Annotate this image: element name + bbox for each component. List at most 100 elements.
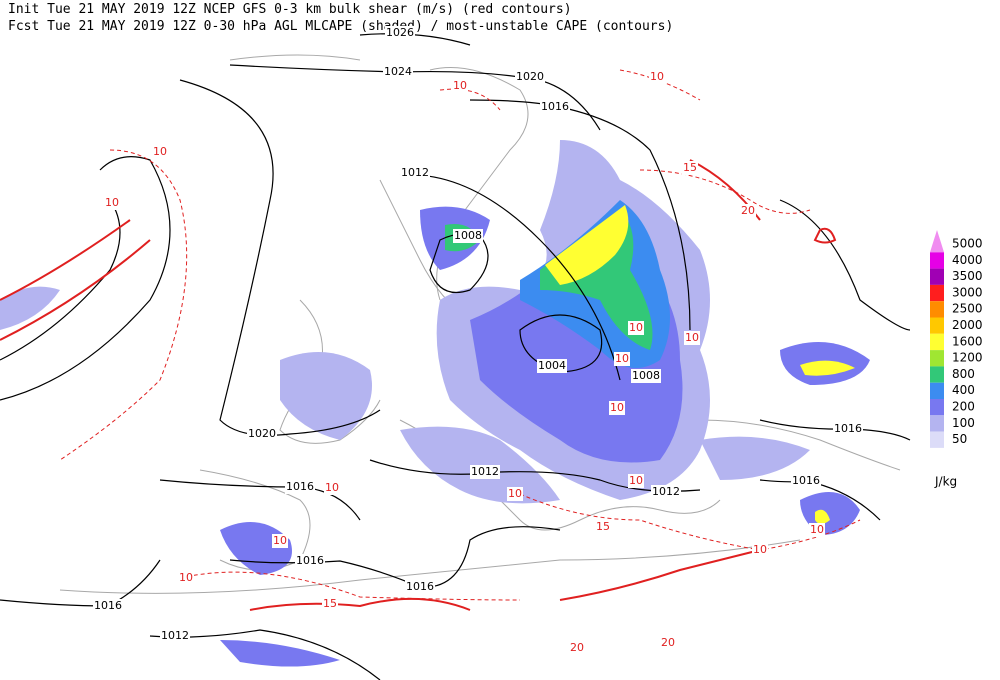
shear-label: 10 <box>273 534 287 547</box>
pressure-label-bg <box>400 166 430 180</box>
shear-label: 20 <box>570 641 584 654</box>
pressure-label-bg <box>537 359 567 373</box>
pressure-label-bg <box>631 369 661 383</box>
pressure-label: 1020 <box>248 427 276 440</box>
legend-label: 200 <box>952 400 975 414</box>
pressure-label-bg <box>540 100 570 114</box>
pressure-label: 1012 <box>401 166 429 179</box>
shear-label-bg <box>752 543 768 557</box>
legend-label: 400 <box>952 383 975 397</box>
shear-contours-solid <box>0 159 837 611</box>
legend-swatch <box>930 350 944 367</box>
shear-label-bg <box>614 352 630 366</box>
shear-label-bg <box>178 571 194 585</box>
shear-label-bg <box>324 481 340 495</box>
shear-label-bg <box>660 636 676 650</box>
legend-swatch <box>930 284 944 302</box>
pressure-label-bg <box>651 485 681 499</box>
legend-swatch <box>930 252 944 269</box>
pressure-label: 1016 <box>296 554 324 567</box>
shear-label-bg <box>152 145 168 159</box>
shear-label-bg <box>649 70 665 84</box>
pressure-label: 1026 <box>386 26 414 39</box>
shear-label-bg <box>628 474 644 488</box>
legend: 5000 4000 3500 3000 2500 2000 1600 1200 800 400 20… <box>930 230 983 448</box>
shear-label-bg <box>609 401 625 415</box>
shear-label: 10 <box>629 474 643 487</box>
shear-label-bg <box>452 79 468 93</box>
legend-label: 4000 <box>952 253 983 267</box>
shear-label: 15 <box>683 161 697 174</box>
shear-label-bg <box>684 331 700 345</box>
legend-label: 3500 <box>952 269 983 283</box>
legend-swatch <box>930 301 944 318</box>
shear-label-bg <box>628 321 644 335</box>
legend-unit: J/kg <box>934 475 957 489</box>
shear-label-bg <box>682 161 698 175</box>
cape-shading <box>0 140 870 667</box>
shear-label: 10 <box>105 196 119 209</box>
legend-label: 1200 <box>952 351 983 365</box>
shear-label-bg <box>104 196 120 210</box>
legend-label: 3000 <box>952 285 983 299</box>
shear-label: 10 <box>615 352 629 365</box>
pressure-label: 1016 <box>834 422 862 435</box>
pressure-label: 1020 <box>516 70 544 83</box>
shear-label-bg <box>322 597 338 611</box>
shear-label: 10 <box>508 487 522 500</box>
pressure-label: 1024 <box>384 65 412 78</box>
pressure-label: 1016 <box>541 100 569 113</box>
legend-swatch <box>930 366 944 383</box>
shear-label: 20 <box>741 204 755 217</box>
header-line-2: Fcst Tue 21 MAY 2019 12Z 0-30 hPa AGL ML… <box>8 19 673 34</box>
legend-label: 1600 <box>952 334 983 348</box>
shear-label: 15 <box>596 520 610 533</box>
shear-label: 10 <box>179 571 193 584</box>
pressure-label-bg <box>295 554 325 568</box>
shear-label: 10 <box>753 543 767 556</box>
pressure-label: 1016 <box>94 599 122 612</box>
pressure-label-bg <box>285 480 315 494</box>
legend-label: 5000 <box>952 237 983 251</box>
legend-label: 800 <box>952 367 975 381</box>
pressure-label-bg <box>247 427 277 441</box>
pressure-label: 1012 <box>652 485 680 498</box>
legend-label: 50 <box>952 432 967 446</box>
shear-label-bg <box>569 641 585 655</box>
shear-label: 10 <box>685 331 699 344</box>
legend-swatch <box>930 333 944 351</box>
shear-label: 10 <box>325 481 339 494</box>
pressure-label-bg <box>383 65 413 79</box>
shear-label-bg <box>740 204 756 218</box>
shear-label: 10 <box>153 145 167 158</box>
shear-label: 10 <box>810 523 824 536</box>
legend-swatch <box>930 382 944 399</box>
pressure-label: 1012 <box>471 465 499 478</box>
pressure-label-bg <box>515 70 545 84</box>
pressure-label: 1012 <box>161 629 189 642</box>
pressure-label-bg <box>160 629 190 643</box>
shear-label: 20 <box>661 636 675 649</box>
legend-swatch <box>930 415 944 432</box>
shear-label: 15 <box>323 597 337 610</box>
pressure-label: 1008 <box>454 229 482 242</box>
legend-label: 100 <box>952 416 975 430</box>
legend-label: 2000 <box>952 318 983 332</box>
shear-label-bg <box>595 520 611 534</box>
header-line-1: Init Tue 21 MAY 2019 12Z NCEP GFS 0-3 km… <box>8 2 572 17</box>
pressure-label: 1016 <box>286 480 314 493</box>
pressure-label: 1008 <box>632 369 660 382</box>
shear-label: 10 <box>629 321 643 334</box>
shear-contours <box>59 69 861 601</box>
pressure-label-bg <box>833 422 863 436</box>
shear-label-bg <box>272 534 288 548</box>
pressure-label: 1016 <box>406 580 434 593</box>
pressure-label-bg <box>405 580 435 594</box>
legend-swatch <box>930 317 944 334</box>
shear-label: 10 <box>453 79 467 92</box>
pressure-label-bg <box>93 599 123 613</box>
legend-swatch <box>930 230 944 253</box>
